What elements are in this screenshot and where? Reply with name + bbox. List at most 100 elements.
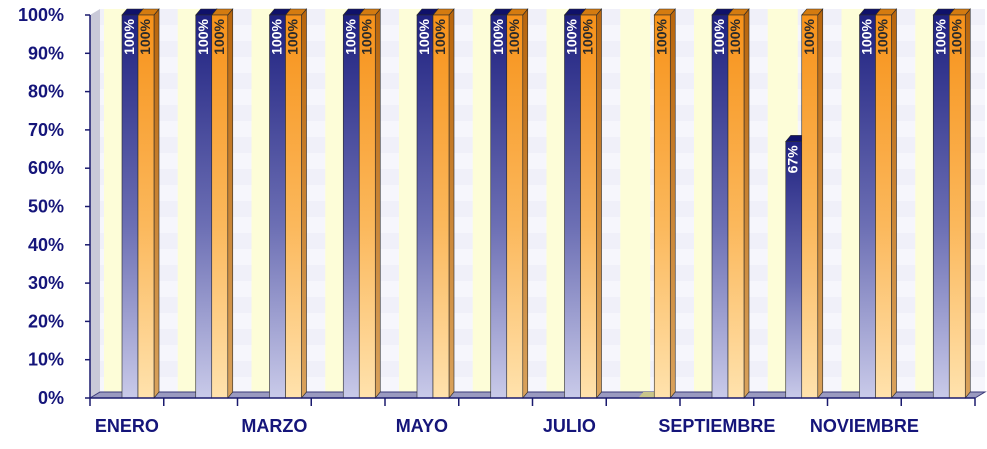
y-tick-label: 20% (28, 311, 64, 331)
bar-junio-series-2 (506, 8, 529, 399)
wall-stripe (100, 73, 985, 89)
axis-layer (85, 14, 976, 406)
bar (285, 14, 302, 399)
bar (506, 14, 524, 399)
data-label: 100% (875, 18, 891, 54)
bar-octubre-series-2 (801, 8, 824, 399)
wall-stripe (100, 201, 985, 217)
data-label: 100% (342, 18, 358, 54)
data-label: 100% (269, 18, 285, 54)
labels-layer: 100% 100% 100% 100% 100% 100% 100% 100% 100% 100%… (18, 5, 964, 436)
side-wall (90, 9, 100, 398)
y-tick-label: 0% (38, 388, 64, 408)
y-tick-label: 10% (28, 350, 64, 370)
wall-stripe (100, 137, 985, 153)
bar (653, 14, 671, 399)
y-tick-label: 100% (18, 5, 64, 25)
y-tick-label: 60% (28, 158, 64, 178)
bar (711, 14, 729, 399)
bar-enero-series-2 (137, 8, 160, 399)
bar (416, 14, 434, 399)
x-tick-label: ENERO (95, 416, 159, 436)
wall-stripe (100, 9, 985, 25)
bar (358, 14, 376, 399)
bar-febrero-series-2 (211, 8, 234, 399)
bar (121, 14, 139, 399)
y-tick-label: 90% (28, 43, 64, 63)
bar-side (301, 8, 307, 399)
bar (564, 14, 581, 399)
category-band (620, 9, 651, 392)
data-label: 100% (285, 18, 301, 54)
data-label: 100% (432, 18, 448, 54)
y-tick-label: 40% (28, 235, 64, 255)
data-label: 100% (490, 18, 506, 54)
bar-side (227, 8, 234, 399)
data-label: 100% (948, 18, 964, 54)
data-label: 100% (195, 18, 211, 54)
x-tick-label: NOVIEMBRE (810, 416, 919, 436)
wall-stripe (100, 361, 985, 377)
y-tick-label: 70% (28, 120, 64, 140)
y-tick-label: 80% (28, 82, 64, 102)
data-label: 100% (211, 18, 227, 54)
wall-stripe (100, 265, 985, 281)
bar-side (964, 8, 971, 399)
bar (785, 141, 803, 399)
data-label: 67% (785, 145, 801, 174)
data-label: 100% (932, 18, 948, 54)
bar-mayo-series-2 (432, 8, 455, 399)
data-label: 100% (121, 18, 137, 54)
data-label: 100% (727, 18, 743, 54)
bar-side (448, 8, 455, 399)
y-tick-label: 50% (28, 197, 64, 217)
bar-julio-series-2 (579, 8, 603, 399)
x-tick-label: MAYO (396, 416, 448, 436)
x-tick-label: SEPTIEMBRE (658, 416, 775, 436)
data-label: 100% (653, 18, 669, 54)
bar (727, 14, 745, 399)
bar-noviembre-series-2 (874, 8, 898, 399)
data-label: 100% (801, 18, 817, 54)
bar (137, 14, 155, 399)
bar-side (596, 8, 602, 399)
wall-stripe (100, 105, 985, 121)
data-label: 100% (580, 18, 596, 54)
data-label: 100% (711, 18, 727, 54)
bar (801, 14, 819, 399)
bar-side (743, 8, 750, 399)
bar (580, 14, 597, 399)
y-tick-label: 30% (28, 273, 64, 293)
plot-wall (100, 9, 985, 392)
bar (432, 14, 450, 399)
data-label: 100% (859, 18, 875, 54)
data-label: 100% (358, 18, 374, 54)
bar-septiembre-series-2 (727, 8, 750, 399)
data-label: 100% (416, 18, 432, 54)
wall-stripe (100, 297, 985, 313)
wall-stripe (100, 41, 985, 57)
bar-side (153, 8, 160, 399)
bar (875, 14, 892, 399)
wall-stripe (100, 233, 985, 249)
bar (932, 14, 950, 399)
bar (195, 14, 213, 399)
bar (859, 14, 876, 399)
data-label: 100% (137, 18, 153, 54)
wall-stripe (100, 329, 985, 345)
bar-side (374, 8, 381, 399)
bar-agosto-series-2 (653, 8, 676, 399)
wall-stripe (100, 169, 985, 185)
data-label: 100% (564, 18, 580, 54)
bar (490, 14, 508, 399)
bar-side (669, 8, 676, 399)
bar-diciembre-series-2 (948, 8, 971, 399)
bar-abril-series-2 (358, 8, 381, 399)
bar (342, 14, 360, 399)
x-tick-label: MARZO (241, 416, 307, 436)
x-tick-label: JULIO (543, 416, 596, 436)
bar (948, 14, 966, 399)
bar-marzo-series-2 (284, 8, 308, 399)
